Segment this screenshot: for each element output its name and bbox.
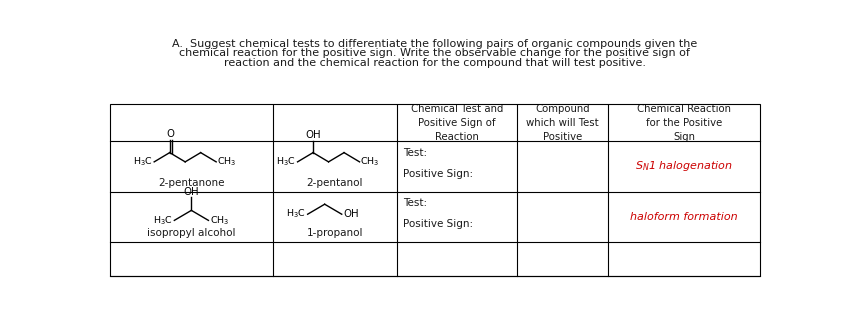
Text: 2-pentanol: 2-pentanol bbox=[306, 178, 363, 188]
Text: chemical reaction for the positive sign. Write the observable change for the pos: chemical reaction for the positive sign.… bbox=[179, 48, 690, 58]
Text: CH$_3$: CH$_3$ bbox=[210, 214, 229, 226]
Text: A.  Suggest chemical tests to differentiate the following pairs of organic compo: A. Suggest chemical tests to differentia… bbox=[172, 39, 697, 49]
Text: Chemical Test and
Positive Sign of
Reaction: Chemical Test and Positive Sign of React… bbox=[411, 104, 503, 142]
Text: reaction and the chemical reaction for the compound that will test positive.: reaction and the chemical reaction for t… bbox=[224, 57, 646, 68]
Text: H$_3$C: H$_3$C bbox=[153, 214, 173, 226]
Text: H$_3$C: H$_3$C bbox=[286, 208, 306, 220]
Text: OH: OH bbox=[306, 130, 321, 140]
Text: H$_3$C: H$_3$C bbox=[132, 156, 153, 168]
Bar bbox=[110, 105, 760, 276]
Text: O: O bbox=[166, 129, 174, 139]
Text: Compound
which will Test
Positive: Compound which will Test Positive bbox=[526, 104, 599, 142]
Text: CH$_3$: CH$_3$ bbox=[360, 156, 380, 168]
Text: 2-pentanone: 2-pentanone bbox=[158, 178, 225, 188]
Text: OH: OH bbox=[183, 187, 200, 197]
Text: 1-propanol: 1-propanol bbox=[306, 228, 363, 238]
Text: Chemical Reaction
for the Positive
Sign: Chemical Reaction for the Positive Sign bbox=[638, 104, 731, 142]
Text: isopropyl alcohol: isopropyl alcohol bbox=[147, 228, 236, 238]
Text: haloform formation: haloform formation bbox=[631, 211, 738, 221]
Text: H$_3$C: H$_3$C bbox=[276, 156, 296, 168]
Text: OH: OH bbox=[343, 209, 359, 219]
Text: Positive Sign:: Positive Sign: bbox=[403, 219, 473, 229]
Text: Test:: Test: bbox=[403, 148, 427, 158]
Text: Positive Sign:: Positive Sign: bbox=[403, 169, 473, 179]
Text: CH$_3$: CH$_3$ bbox=[217, 156, 236, 168]
Text: Test:: Test: bbox=[403, 198, 427, 208]
Text: S$_\mathregular{N}$1 halogenation: S$_\mathregular{N}$1 halogenation bbox=[635, 160, 734, 174]
